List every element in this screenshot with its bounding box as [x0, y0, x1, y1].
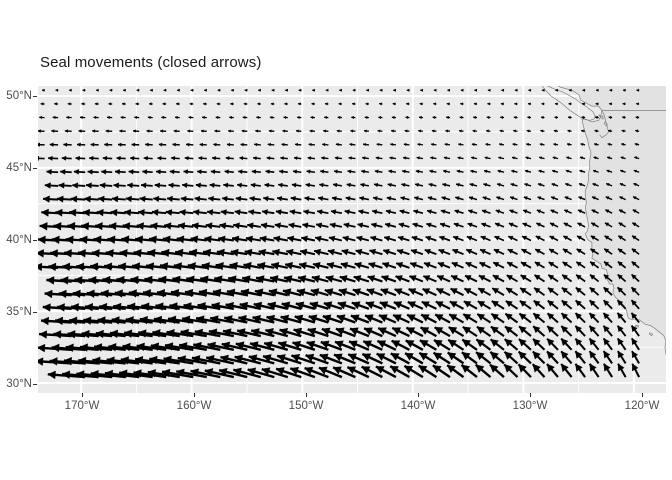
- y-tick-mark: [33, 96, 37, 97]
- x-tick-label-160w: 160°W: [176, 400, 212, 412]
- x-tick-label-130w: 130°W: [512, 400, 548, 412]
- x-tick-label-120w: 120°W: [624, 400, 660, 412]
- y-tick-mark: [33, 384, 37, 385]
- plot-panel: [38, 86, 666, 393]
- x-tick-mark: [418, 393, 419, 397]
- y-tick-mark: [33, 240, 37, 241]
- y-tick-mark: [33, 312, 37, 313]
- x-tick-label-150w: 150°W: [288, 400, 324, 412]
- y-tick-label-40n: 40°N: [6, 234, 32, 246]
- quiver-plot-svg: [38, 86, 666, 393]
- x-tick-mark: [194, 393, 195, 397]
- x-tick-label-170w: 170°W: [64, 400, 100, 412]
- x-tick-mark: [82, 393, 83, 397]
- y-tick-label-35n: 35°N: [6, 306, 32, 318]
- y-tick-label-45n: 45°N: [6, 162, 32, 174]
- seal-movement-arrows: [38, 88, 641, 380]
- y-tick-label-50n: 50°N: [6, 90, 32, 102]
- x-tick-label-140w: 140°W: [400, 400, 436, 412]
- x-tick-mark: [306, 393, 307, 397]
- x-tick-mark: [642, 393, 643, 397]
- y-tick-mark: [33, 168, 37, 169]
- page-title: Seal movements (closed arrows): [40, 54, 262, 71]
- y-tick-label-30n: 30°N: [6, 378, 32, 390]
- x-tick-mark: [530, 393, 531, 397]
